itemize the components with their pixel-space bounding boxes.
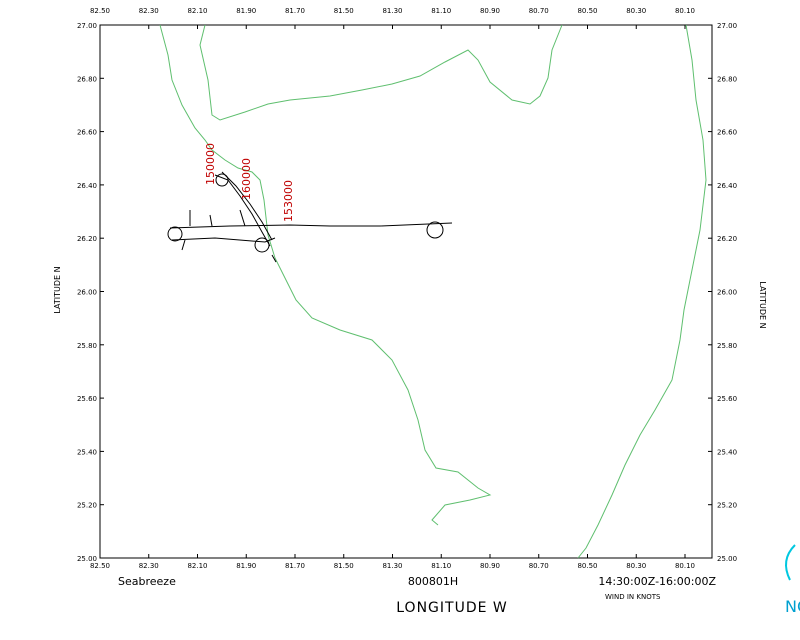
top-tick-label: 80.50 (577, 7, 597, 15)
left-tick-label: 26.60 (77, 129, 97, 137)
left-tick-label: 25.20 (77, 502, 97, 510)
right-tick-label: 27.00 (717, 22, 737, 30)
bottom-tick-label: 82.50 (90, 562, 110, 570)
coastline (159, 24, 492, 526)
left-tick-label: 26.20 (77, 235, 97, 243)
top-tick-label: 80.70 (529, 7, 549, 15)
top-tick-label: 81.90 (236, 7, 256, 15)
bottom-tick-label: 82.30 (139, 562, 159, 570)
left-tick-label: 26.40 (77, 182, 97, 190)
bottom-tick-label: 80.50 (577, 562, 597, 570)
top-tick-label: 82.50 (90, 7, 110, 15)
left-tick-label: 27.00 (77, 22, 97, 30)
right-tick-label: 26.00 (717, 289, 737, 297)
time-label: 153000 (282, 180, 295, 222)
left-tick-label: 25.00 (77, 555, 97, 563)
top-tick-label: 81.50 (334, 7, 354, 15)
wind-note: WIND IN KNOTS (605, 593, 661, 601)
right-tick-label: 25.80 (717, 342, 737, 350)
right-tick-label: 25.60 (717, 395, 737, 403)
bottom-tick-label: 81.70 (285, 562, 305, 570)
bottom-tick-label: 81.50 (334, 562, 354, 570)
project-name: Seabreeze (118, 575, 176, 588)
time-range: 14:30:00Z-16:00:00Z (598, 575, 716, 588)
left-tick-label: 25.60 (77, 395, 97, 403)
bottom-tick-label: 80.10 (675, 562, 695, 570)
bottom-tick-label: 80.90 (480, 562, 500, 570)
top-tick-label: 80.10 (675, 7, 695, 15)
right-tick-label: 25.40 (717, 448, 737, 456)
bottom-tick-label: 80.70 (529, 562, 549, 570)
top-tick-label: 81.70 (285, 7, 305, 15)
top-tick-label: 82.30 (139, 7, 159, 15)
left-tick-label: 26.80 (77, 75, 97, 83)
coastline (577, 24, 707, 559)
right-tick-label: 26.20 (717, 235, 737, 243)
top-tick-label: 80.90 (480, 7, 500, 15)
bottom-tick-label: 81.30 (382, 562, 402, 570)
time-label: 160000 (240, 158, 253, 200)
top-tick-label: 81.10 (431, 7, 451, 15)
time-label: 150000 (204, 143, 217, 185)
bottom-tick-label: 82.10 (187, 562, 207, 570)
coastline (199, 24, 563, 121)
bottom-tick-label: 81.90 (236, 562, 256, 570)
top-tick-label: 81.30 (382, 7, 402, 15)
bottom-tick-label: 80.30 (626, 562, 646, 570)
right-tick-label: 26.40 (717, 182, 737, 190)
plot-frame (99, 24, 713, 559)
left-tick-label: 25.40 (77, 448, 97, 456)
y-axis-label-right: LATITUDE N (758, 281, 767, 328)
top-tick-label: 80.30 (626, 7, 646, 15)
left-tick-label: 26.00 (77, 289, 97, 297)
y-axis-label: LATITUDE N (53, 266, 62, 313)
x-axis-label: LONGITUDE W (396, 600, 508, 616)
right-tick-label: 25.20 (717, 502, 737, 510)
flight-id: 800801H (408, 575, 458, 588)
right-tick-label: 26.80 (717, 75, 737, 83)
top-tick-label: 82.10 (187, 7, 207, 15)
bottom-tick-label: 81.10 (431, 562, 451, 570)
logo-mark (785, 544, 796, 581)
flight-track (167, 171, 453, 263)
right-tick-label: 25.00 (717, 555, 737, 563)
logo-text: NO (785, 597, 800, 616)
right-tick-label: 26.60 (717, 129, 737, 137)
left-tick-label: 25.80 (77, 342, 97, 350)
